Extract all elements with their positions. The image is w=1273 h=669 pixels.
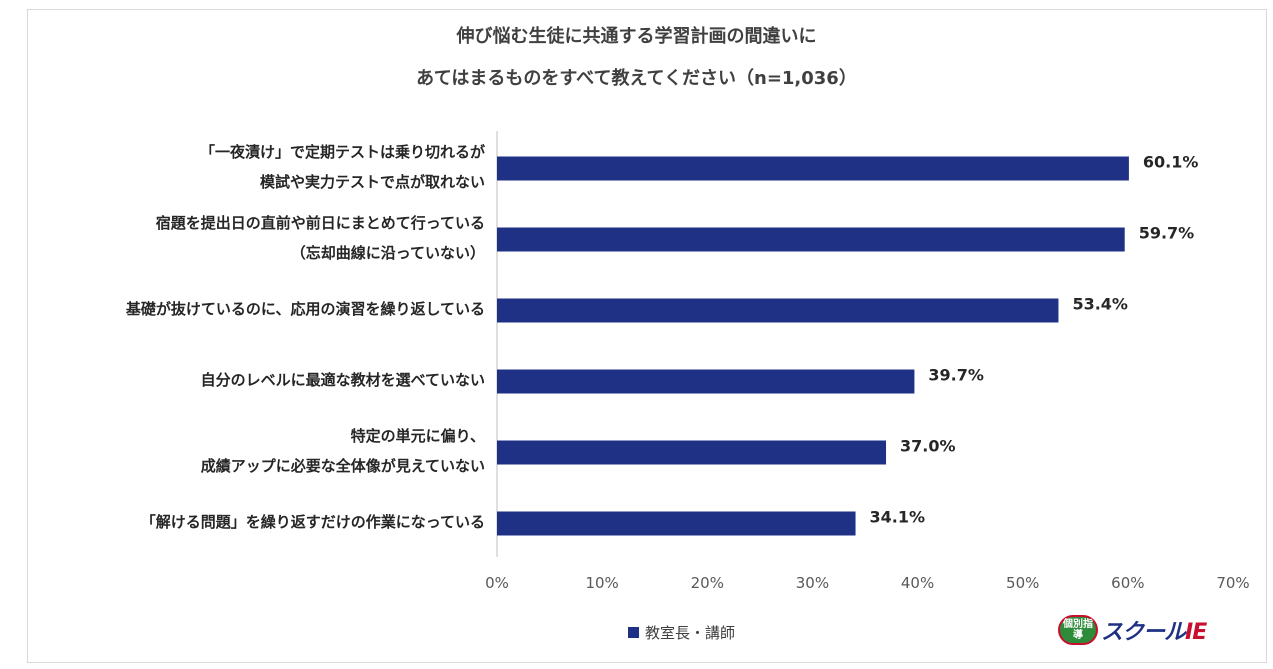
legend: 教室長・講師 — [628, 622, 735, 643]
x-tick-label: 20% — [691, 574, 724, 592]
x-tick-label: 30% — [796, 574, 829, 592]
logo-text-brand: IE — [1185, 620, 1207, 645]
category-label-line: 宿題を提出日の直前や前日にまとめて行っている — [155, 213, 485, 232]
category-label-line: 「一夜漬け」で定期テストは乗り切れるが — [199, 142, 485, 161]
logo-text: スクールIE — [1101, 614, 1207, 646]
category-label: 基礎が抜けているのに、応用の演習を繰り返している — [126, 299, 485, 319]
chart-title-line-2: あてはまるものをすべて教えてください（n=1,036） — [416, 68, 857, 89]
bar — [497, 369, 915, 394]
bar — [497, 156, 1129, 181]
category-label-line: （忘却曲線に沿っていない） — [290, 243, 485, 262]
category-label-line: 特定の単元に偏り、 — [350, 426, 485, 445]
data-label: 37.0% — [900, 437, 956, 456]
category-label: 宿題を提出日の直前や前日にまとめて行っている （忘却曲線に沿っていない） — [156, 213, 485, 263]
category-label: 自分のレベルに最適な教材を選べていない — [201, 370, 485, 390]
data-label: 60.1% — [1143, 153, 1199, 172]
category-label-line: 成績アップに必要な全体像が見えていない — [200, 456, 485, 475]
bar — [497, 511, 856, 536]
category-label: 特定の単元に偏り、成績アップに必要な全体像が見えていない — [201, 426, 485, 476]
category-label: 「解ける問題」を繰り返すだけの作業になっている — [141, 512, 485, 532]
legend-swatch — [628, 627, 639, 638]
category-label-line: 自分のレベルに最適な教材を選べていない — [200, 370, 485, 389]
logo-badge: 個別指導 — [1058, 615, 1098, 645]
bar — [497, 227, 1125, 252]
data-label: 34.1% — [870, 508, 926, 527]
category-label-line: 「解ける問題」を繰り返すだけの作業になっている — [140, 512, 485, 531]
logo-text-kana: スクール — [1101, 620, 1186, 645]
category-label: 「一夜漬け」で定期テストは乗り切れるが模試や実力テストで点が取れない — [200, 142, 485, 192]
x-tick-label: 50% — [1006, 574, 1039, 592]
x-tick-label: 0% — [485, 574, 509, 592]
logo: 個別指導 スクールIE — [1058, 614, 1207, 646]
category-label-line: 模試や実力テストで点が取れない — [259, 172, 485, 191]
legend-label: 教室長・講師 — [645, 624, 736, 642]
x-tick-label: 60% — [1111, 574, 1144, 592]
category-label-line: 基礎が抜けているのに、応用の演習を繰り返している — [125, 299, 485, 318]
x-tick-label: 10% — [585, 574, 618, 592]
data-label: 53.4% — [1072, 295, 1128, 314]
data-label: 39.7% — [928, 366, 984, 385]
x-tick-label: 70% — [1216, 574, 1249, 592]
data-label: 59.7% — [1139, 224, 1195, 243]
bar — [497, 298, 1059, 323]
chart-title-line-1: 伸び悩む生徒に共通する学習計画の間違いに — [456, 26, 817, 47]
chart-frame — [27, 9, 1267, 663]
bar — [497, 440, 887, 465]
x-tick-label: 40% — [901, 574, 934, 592]
